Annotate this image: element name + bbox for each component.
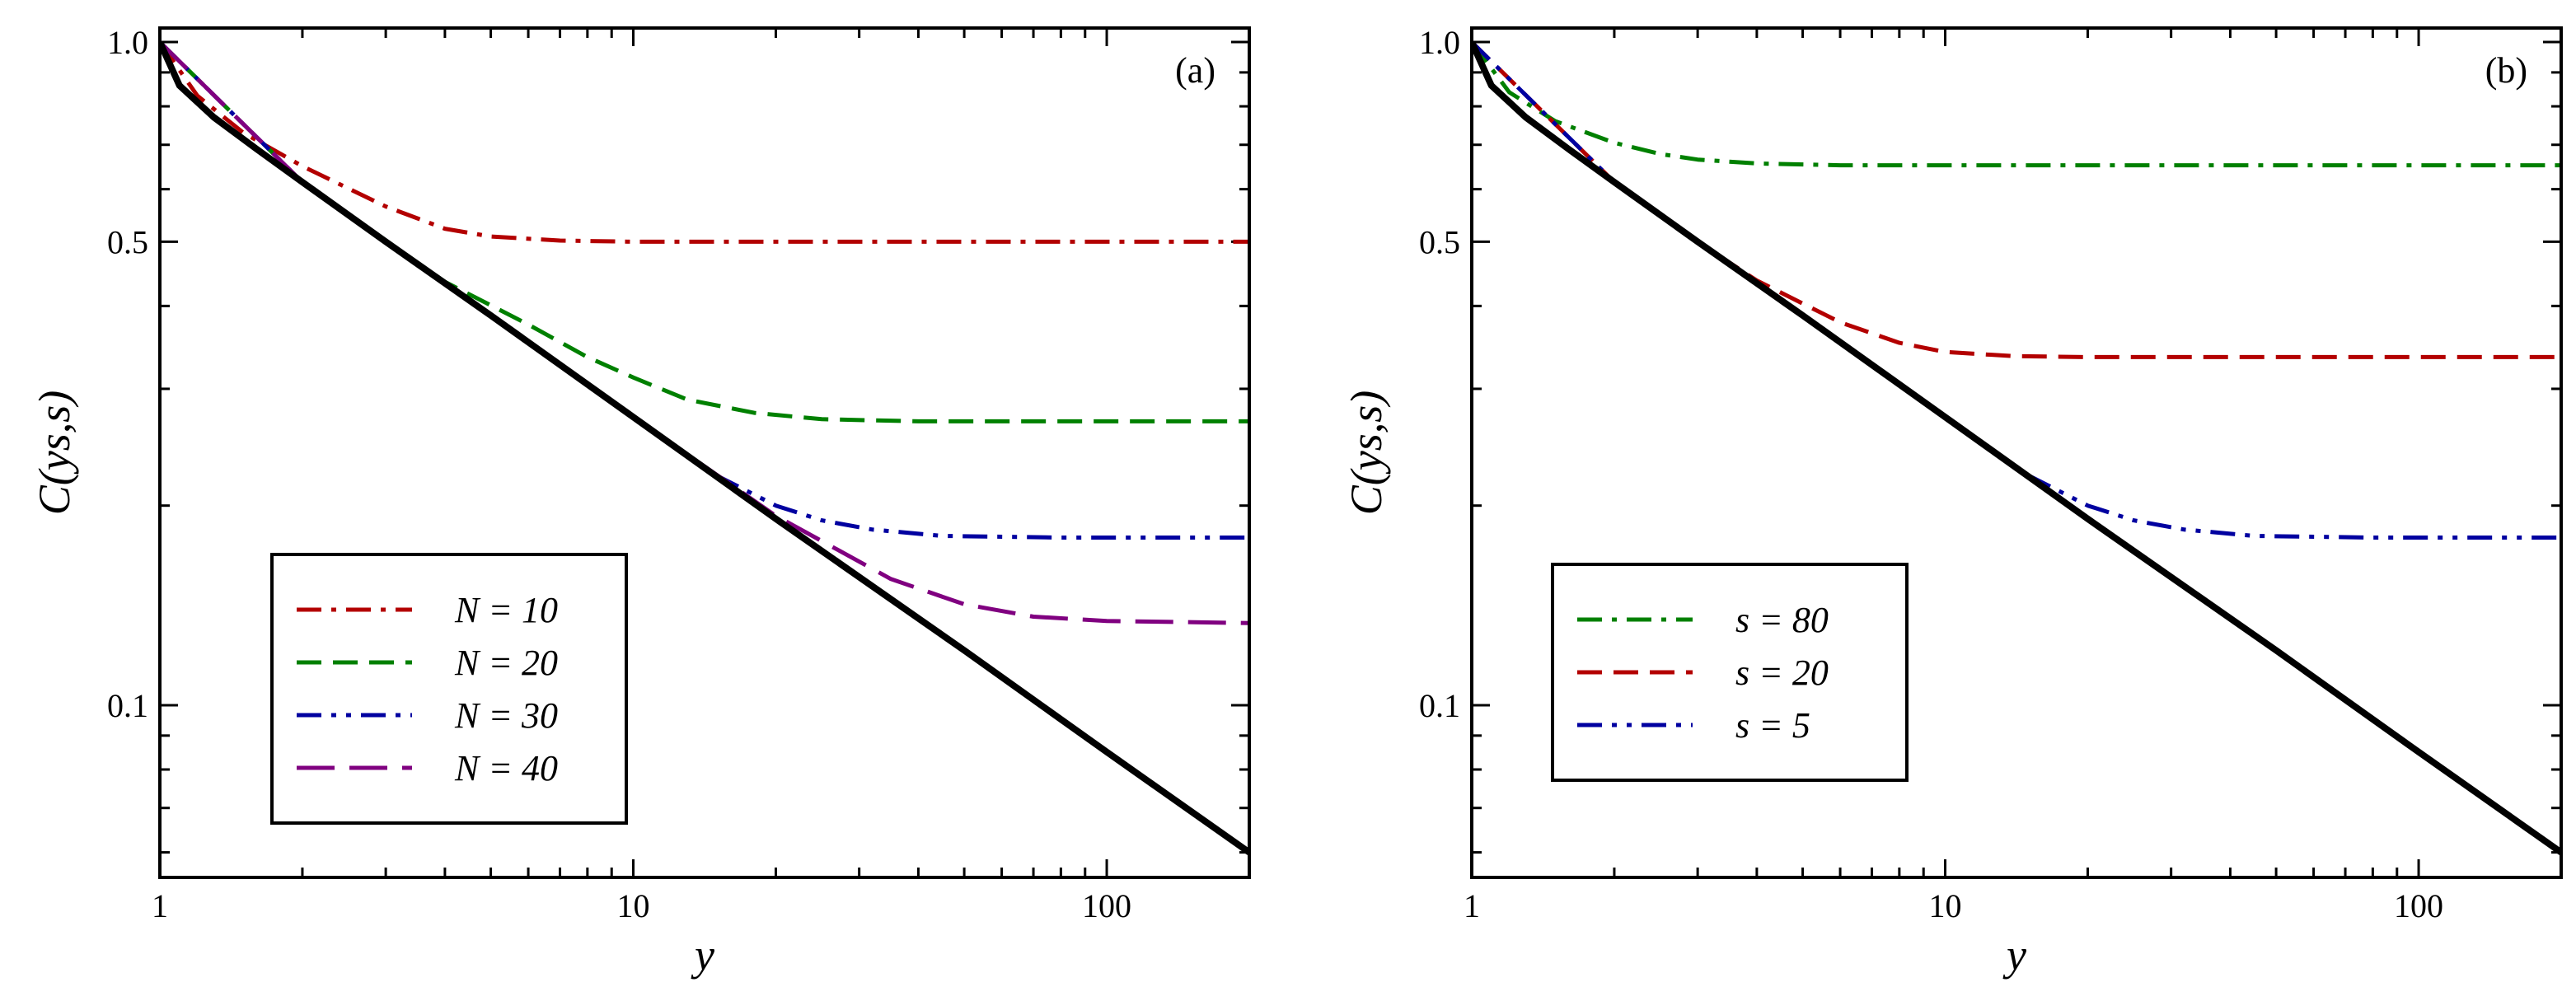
panel-label: (a)	[1175, 50, 1215, 91]
y-tick-label: 1.0	[107, 24, 148, 61]
legend-label: s = 20	[1735, 653, 1829, 693]
legend-label: N = 40	[454, 748, 558, 788]
series-line-n-10	[160, 40, 1249, 244]
series-line-s-80	[1472, 40, 2561, 168]
series-line-n-30	[160, 40, 1249, 540]
y-tick-label: 0.5	[1419, 223, 1460, 260]
series-line-s-5	[1472, 40, 2561, 540]
legend-box	[1551, 563, 1909, 782]
series-line-n-40	[160, 40, 1249, 625]
legend-label: N = 30	[454, 695, 558, 736]
reference-curve-line	[1472, 40, 2561, 855]
y-tick-label: 0.1	[107, 687, 148, 724]
legend-label: N = 10	[454, 590, 558, 630]
series-line-n-20	[160, 40, 1249, 423]
x-axis-label: y	[691, 930, 714, 980]
y-tick-label: 1.0	[1419, 24, 1460, 61]
plot-frame	[158, 26, 1251, 879]
legend-label: s = 5	[1735, 705, 1810, 746]
y-axis-label: C(ys,s)	[30, 391, 79, 515]
x-tick-label: 1	[152, 887, 168, 924]
x-tick-label: 10	[1929, 887, 1962, 924]
plot-area	[160, 40, 1249, 855]
reference-curve-line	[160, 40, 1249, 855]
panel-label: (b)	[2485, 50, 2527, 91]
legend: s = 80 s = 20 s = 5	[1551, 563, 1909, 782]
legend-label: s = 80	[1735, 600, 1829, 640]
plot-area	[1472, 40, 2561, 855]
x-tick-label: 1	[1464, 887, 1480, 924]
y-tick-label: 0.5	[107, 223, 148, 260]
y-tick-label: 0.1	[1419, 687, 1460, 724]
x-tick-label: 100	[2394, 887, 2443, 924]
x-axis-label: y	[2002, 930, 2026, 980]
y-axis-label: C(ys,s)	[1342, 391, 1391, 515]
x-tick-label: 100	[1082, 887, 1131, 924]
legend-box	[270, 553, 628, 825]
x-tick-label: 10	[617, 887, 650, 924]
legend: N = 10 N = 20 N = 30 N = 40	[270, 553, 628, 825]
legend-label: N = 20	[454, 643, 558, 683]
plot-frame	[1470, 26, 2563, 879]
